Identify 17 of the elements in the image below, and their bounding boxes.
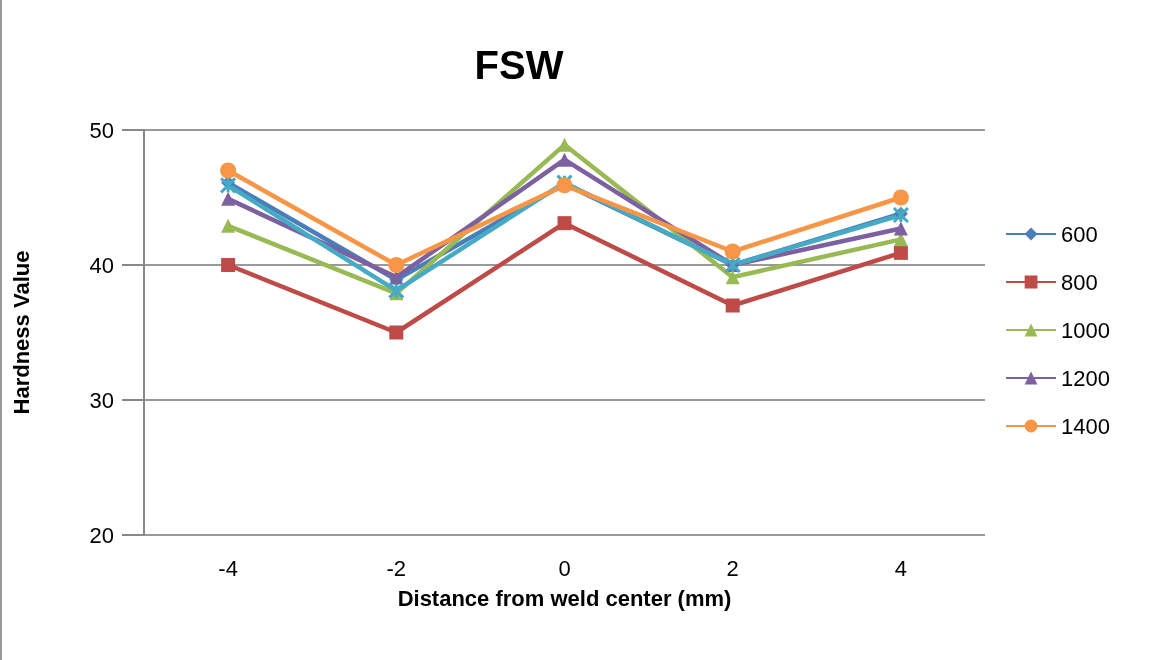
y-tick-label: 50 xyxy=(89,117,114,143)
legend-label: 600 xyxy=(1061,221,1098,247)
x-axis-title: Distance from weld center (mm) xyxy=(397,585,732,611)
y-tick-label: 30 xyxy=(89,387,114,413)
legend-label: 800 xyxy=(1061,269,1098,295)
y-axis-title: Hardness Value xyxy=(8,250,34,415)
legend-label: 1400 xyxy=(1061,413,1111,439)
y-tick-label: 40 xyxy=(89,252,114,278)
chart-title: FSW xyxy=(474,43,564,87)
legend-label: 1200 xyxy=(1061,365,1111,391)
y-tick-label: 20 xyxy=(89,522,114,548)
legend-label: 1000 xyxy=(1061,317,1111,343)
x-tick-label: -2 xyxy=(386,555,407,581)
x-tick-label: 4 xyxy=(894,555,908,581)
x-tick-label: 2 xyxy=(726,555,739,581)
x-tick-label: -4 xyxy=(218,555,238,581)
x-tick-label: 0 xyxy=(558,555,571,581)
